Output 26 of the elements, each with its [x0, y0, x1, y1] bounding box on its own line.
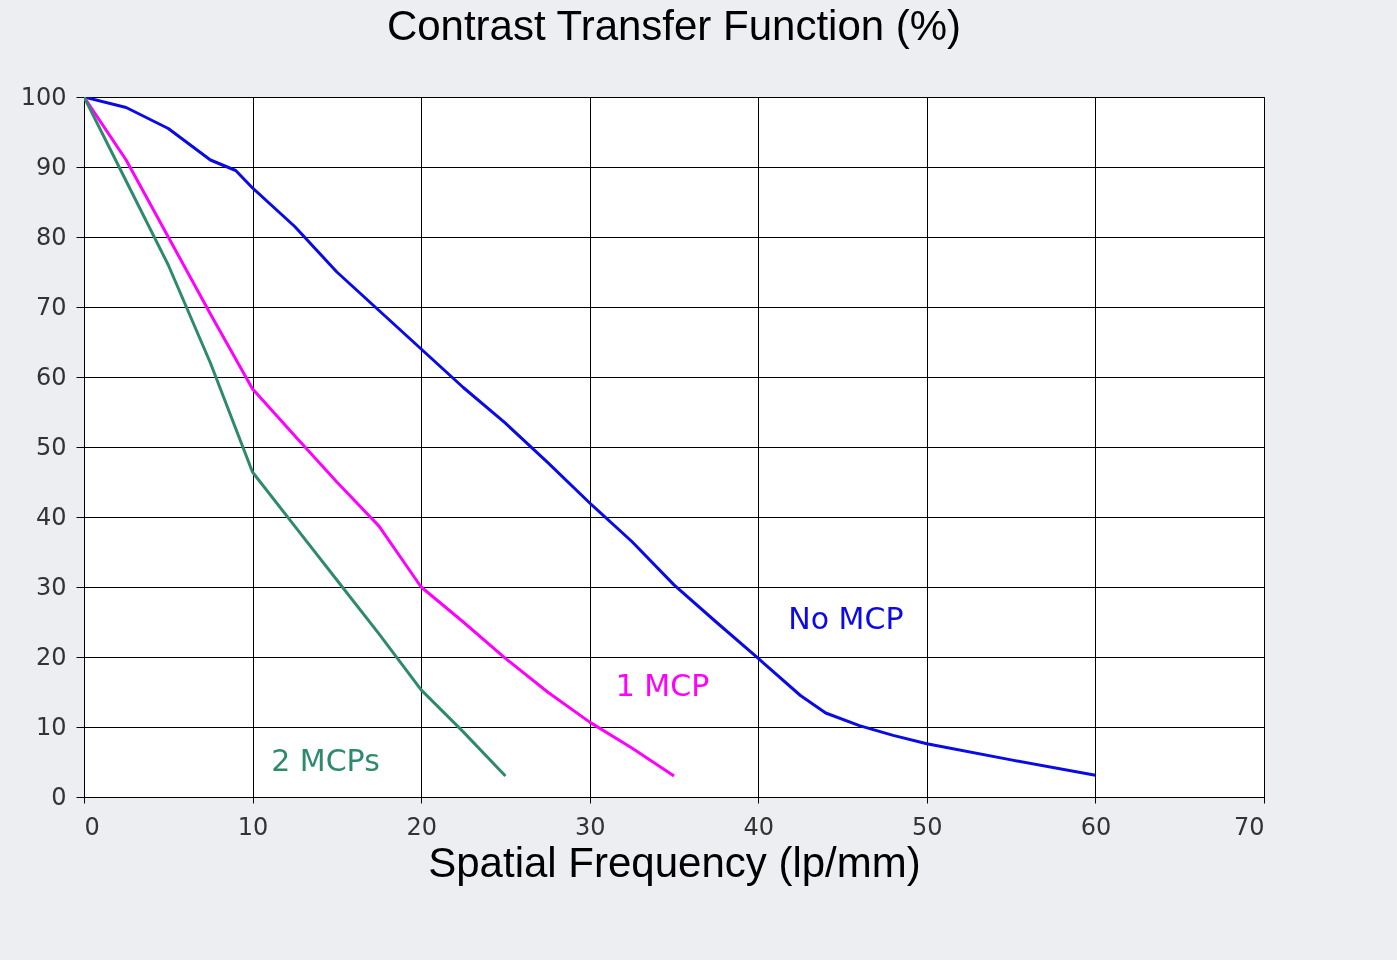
y-tick-label: 10	[35, 712, 67, 741]
x-tick-label: 20	[406, 812, 437, 841]
line-series	[84, 97, 507, 778]
y-tick-label: 0	[51, 782, 67, 811]
x-tick-label: 50	[912, 812, 943, 841]
series-label: No MCP	[788, 601, 904, 637]
y-tick-label: 90	[35, 152, 67, 181]
x-tick-label: 0	[84, 812, 100, 841]
y-tick-label: 20	[35, 642, 67, 671]
y-tick-label: 50	[35, 432, 67, 461]
chart-title: Contrast Transfer Function (%)	[386, 2, 962, 49]
x-axis-title: Spatial Frequency (lp/mm)	[428, 838, 921, 886]
line-series	[84, 97, 1097, 777]
x-tick-label: 60	[1080, 812, 1112, 841]
y-tick-label: 40	[35, 502, 67, 531]
x-tick-label: 70	[1233, 812, 1265, 841]
text: 2 MCPs	[271, 742, 380, 778]
y-tick-label: 30	[35, 572, 67, 601]
x-tick-label: 40	[743, 812, 775, 841]
y-tick-label: 80	[35, 222, 67, 251]
x-tick-label: 10	[237, 812, 269, 841]
y-tick-label: 100	[20, 82, 67, 111]
x-tick-label: 30	[574, 812, 606, 841]
series-label: 1 MCP	[615, 668, 710, 704]
y-tick-label: 70	[35, 292, 67, 321]
y-tick-label: 60	[35, 362, 67, 391]
